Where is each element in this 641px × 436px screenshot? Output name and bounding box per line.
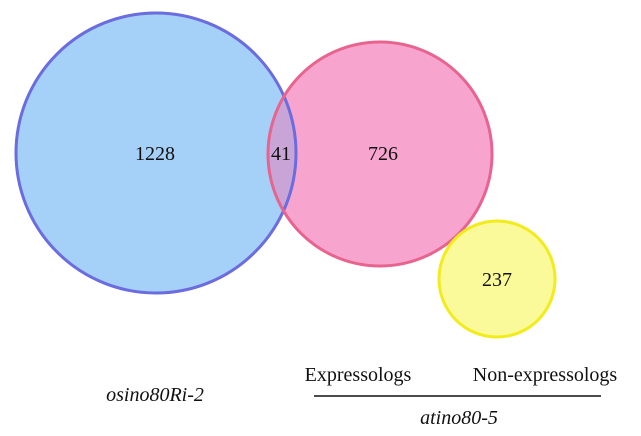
count-nonexpressologs: 237 <box>482 269 512 291</box>
set-expressologs-circle <box>268 42 492 266</box>
label-nonexpressologs: Non-expressologs <box>473 364 618 386</box>
label-atino80-5: atino80-5 <box>420 407 498 429</box>
set-expressologs-outline <box>266 40 494 268</box>
count-overlap: 41 <box>271 143 291 165</box>
set-nonexpressologs-circle <box>439 221 555 337</box>
count-expressologs: 726 <box>368 143 398 165</box>
set-osino80Ri-2-outline <box>14 11 298 295</box>
label-expressologs: Expressologs <box>305 364 412 386</box>
set-nonexpressologs-outline <box>437 219 557 339</box>
label-osino80Ri-2: osino80Ri-2 <box>106 384 204 406</box>
set-osino80Ri-2-circle <box>16 13 296 293</box>
count-osino80Ri-2: 1228 <box>135 143 175 165</box>
